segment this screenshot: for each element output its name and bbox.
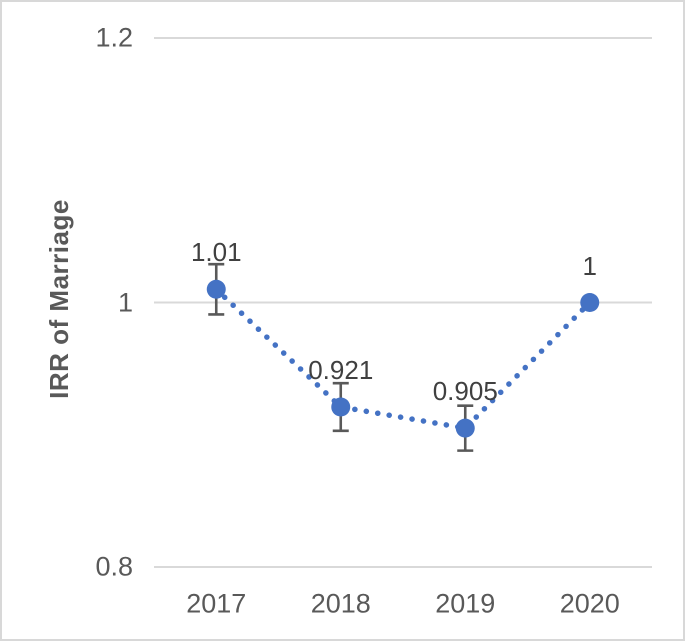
- x-tick-label-2018: 2018: [310, 588, 371, 619]
- y-tick-label-1.2: 1.2: [95, 22, 133, 53]
- data-label-2019: 0.905: [432, 376, 498, 407]
- series-marker: [455, 418, 475, 438]
- x-tick-label-2020: 2020: [559, 588, 620, 619]
- data-label-2017: 1.01: [190, 237, 242, 268]
- x-tick-label-2017: 2017: [186, 588, 247, 619]
- x-tick-label-2019: 2019: [435, 588, 496, 619]
- series-marker: [331, 397, 351, 417]
- series-dotted-line: [213, 286, 593, 432]
- data-label-2020: 1: [582, 250, 597, 281]
- data-label-2018: 0.921: [308, 354, 374, 385]
- y-tick-label-0.8: 0.8: [95, 551, 133, 582]
- y-tick-label-1: 1: [117, 287, 133, 317]
- y-axis-title: IRR of Marriage: [44, 199, 74, 399]
- series-marker: [206, 279, 226, 299]
- series-marker: [580, 293, 600, 312]
